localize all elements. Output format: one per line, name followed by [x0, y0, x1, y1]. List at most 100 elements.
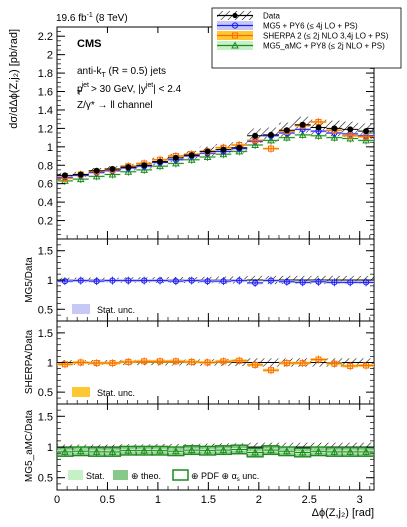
ratio-point: [299, 279, 306, 286]
data-point: [315, 124, 322, 131]
main-y-tick-label: 0.6: [38, 179, 53, 191]
model-point: [282, 133, 291, 141]
ratio-y-tick-label: 0.5: [38, 387, 53, 399]
svg-text:⊕ theo.: ⊕ theo.: [131, 471, 161, 481]
jet-algo-label: anti-kT (R = 0.5) jets: [77, 66, 166, 79]
ratio-point: [362, 447, 370, 455]
data-point: [172, 154, 179, 161]
ratio-point: [346, 447, 355, 455]
ratio-sherpa-legend: Stat. unc.: [72, 387, 135, 398]
ratio-point: [331, 279, 338, 286]
model-point: [92, 172, 101, 180]
model-point: [267, 136, 275, 144]
ratio-point: [236, 357, 243, 364]
data-point: [93, 167, 100, 174]
luminosity-label: 19.6 fb-1 (8 TeV): [56, 12, 128, 24]
ratio-point: [283, 360, 290, 367]
ratio-point: [252, 361, 259, 368]
ratio-y-tick-label: 1: [47, 275, 53, 287]
main-y-tick-label: 0.2: [38, 216, 53, 228]
ratio-amc-plot-area: [57, 442, 374, 458]
ratio-y-tick-label: 1: [47, 358, 53, 370]
ratio-mg5-legend: Stat. unc.: [72, 304, 135, 315]
main-plot-area: [57, 116, 374, 185]
ratio-point: [125, 277, 132, 284]
ratio-y-tick-label: 1.5: [38, 328, 53, 340]
ratio-point: [220, 278, 227, 285]
x-axis-label: Δϕ(Z,j₂) [rad]: [312, 507, 374, 519]
ratio-mg5-y-axis-label: MG5/Data: [24, 257, 35, 303]
model-point: [362, 136, 370, 144]
ratio-point: [93, 360, 100, 367]
ratio-point: [331, 360, 338, 367]
ratio-sherpa-y-axis-label: SHERPA/Data: [24, 329, 35, 394]
ratio-point: [236, 277, 243, 284]
main-y-tick-label: 2.2: [38, 31, 53, 43]
data-point: [283, 127, 290, 134]
x-tick-label: 3: [357, 494, 363, 506]
ratio-point: [61, 447, 69, 455]
data-point: [157, 158, 164, 165]
data-point: [220, 146, 227, 153]
ratio-sherpa-plot-area: [57, 355, 374, 375]
model-point: [330, 133, 339, 141]
svg-text:Stat. unc.: Stat. unc.: [97, 388, 135, 398]
data-point: [77, 171, 84, 178]
ratio-point: [188, 277, 195, 284]
main-y-axis-label: dσ/dΔϕ(Z,j₂) [pb/rad]: [8, 29, 20, 129]
ratio-point: [347, 279, 354, 286]
model-point: [172, 159, 180, 167]
ratio-point: [204, 359, 211, 366]
ratio-point: [220, 358, 227, 365]
data-point: [188, 152, 195, 159]
ratio-point: [330, 447, 339, 455]
model-point: [203, 152, 212, 160]
ratio-point: [109, 360, 116, 367]
ratio-point: [141, 277, 148, 284]
ratio-point: [219, 446, 228, 454]
model-point: [187, 155, 196, 163]
model-point: [251, 140, 259, 148]
model-point: [363, 133, 370, 140]
ratio-y-tick-label: 1.5: [38, 411, 53, 423]
ratio-point: [61, 278, 69, 285]
model-point: [108, 170, 117, 178]
ratio-y-tick-label: 1.5: [38, 246, 53, 258]
model-point: [315, 118, 322, 125]
main-y-tick-label: 1.8: [38, 68, 53, 80]
ratio-point: [187, 446, 196, 454]
pt-cut-label: pjet T > 30 GeV, |yjet| < 2.4: [77, 82, 182, 97]
legend-entry-mg5: MG5 + PY6 (≤ 4j LO + PS): [217, 21, 358, 31]
ratio-point: [76, 447, 85, 455]
experiment-label: CMS: [77, 38, 101, 50]
data-point: [109, 165, 116, 172]
ratio-point: [251, 448, 259, 456]
ratio-point: [109, 277, 116, 284]
model-point: [156, 162, 164, 170]
main-y-tick-label: 1: [47, 142, 53, 154]
ratio-point: [315, 278, 322, 285]
ratio-point: [283, 278, 290, 285]
data-point: [236, 144, 243, 151]
ratio-point: [282, 447, 291, 455]
ratio-point: [204, 278, 211, 285]
x-tick-label: 1: [155, 494, 161, 506]
ratio-point: [172, 447, 180, 455]
main-y-tick-label: 0.8: [38, 160, 53, 172]
ratio-mg5-plot-area: [57, 275, 374, 287]
ratio-point: [299, 360, 306, 367]
svg-text:Stat.: Stat.: [86, 471, 105, 481]
legend-label-sherpa: SHERPA 2 (≤ 2j NLO 3,4j LO + PS): [263, 32, 389, 41]
legend-label-data: Data: [263, 12, 280, 21]
axis-ticks: 0.2 0.4 0.6 0.8 1 1.2 1.4 1.6 1.8 2 2.2 0.5 1 1.5 0.5 1…: [38, 27, 374, 506]
channel-label: Z/γ* → ll channel: [77, 100, 153, 111]
ratio-point: [252, 279, 259, 287]
ratio-point: [203, 446, 212, 454]
ratio-point: [298, 448, 307, 456]
ratio-point: [124, 446, 133, 454]
ratio-point: [108, 447, 117, 455]
x-tick-label: 1.5: [201, 494, 216, 506]
ratio-point: [61, 361, 68, 368]
ratio-point: [156, 446, 164, 454]
model-point: [267, 145, 274, 152]
